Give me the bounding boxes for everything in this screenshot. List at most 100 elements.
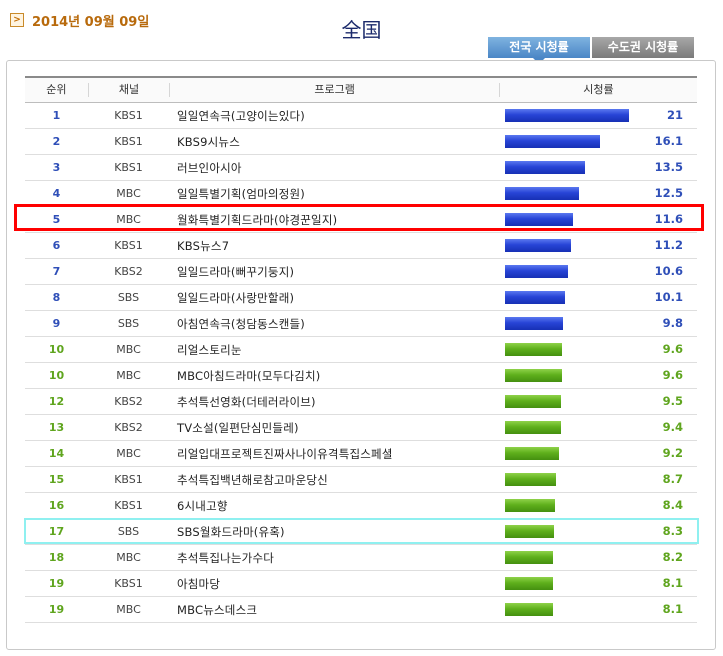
table-row[interactable]: 7 KBS2 일일드라마(뻐꾸기둥지) 10.6 (25, 259, 697, 285)
tab-national-rating[interactable]: 전국 시청률 (488, 37, 590, 58)
channel-cell: MBC (116, 603, 141, 616)
rating-bar (505, 161, 585, 174)
table-row[interactable]: 17 SBS SBS월화드라마(유혹) 8.3 (25, 519, 697, 545)
rank-cell: 3 (52, 161, 61, 174)
rating-cell: 8.7 (499, 467, 697, 492)
table-row[interactable]: 6 KBS1 KBS뉴스7 11.2 (25, 233, 697, 259)
rank-cell: 2 (52, 135, 61, 148)
table-row[interactable]: 3 KBS1 러브인아시아 13.5 (25, 155, 697, 181)
rank-cell: 7 (52, 265, 61, 278)
rating-cell: 21 (499, 103, 697, 128)
program-cell[interactable]: 추석특집나는가수다 (177, 550, 275, 565)
program-cell[interactable]: 일일연속극(고양이는있다) (177, 108, 305, 123)
rating-cell: 8.4 (499, 493, 697, 518)
table-row[interactable]: 19 MBC MBC뉴스데스크 8.1 (25, 597, 697, 623)
channel-cell: KBS2 (114, 421, 143, 434)
rating-cell: 12.5 (499, 181, 697, 206)
table-row[interactable]: 10 MBC MBC아침드라마(모두다김치) 9.6 (25, 363, 697, 389)
ratings-panel (6, 60, 716, 650)
rating-bar (505, 213, 573, 226)
program-cell[interactable]: 러브인아시아 (177, 160, 242, 175)
rating-bar (505, 447, 559, 460)
program-cell[interactable]: 아침마당 (177, 576, 221, 591)
rating-bar (505, 603, 553, 616)
table-row[interactable]: 13 KBS2 TV소설(일편단심민들레) 9.4 (25, 415, 697, 441)
rating-value: 9.5 (662, 394, 683, 408)
channel-cell: KBS1 (114, 473, 143, 486)
tab-capital-area-rating[interactable]: 수도권 시청률 (592, 37, 694, 58)
program-cell[interactable]: KBS뉴스7 (177, 238, 230, 253)
program-cell[interactable]: SBS월화드라마(유혹) (177, 524, 285, 539)
rating-cell: 9.6 (499, 363, 697, 388)
table-row[interactable]: 16 KBS1 6시내고향 8.4 (25, 493, 697, 519)
rating-bar (505, 187, 579, 200)
rating-cell: 11.6 (499, 207, 697, 232)
program-cell[interactable]: 추석특선영화(더테러라이브) (177, 394, 316, 409)
rating-bar (505, 265, 568, 278)
program-cell[interactable]: 리얼입대프로젝트진짜사나이유격특집스페셜 (177, 446, 393, 461)
rating-value: 9.4 (662, 420, 683, 434)
rating-bar (505, 135, 600, 148)
table-row[interactable]: 10 MBC 리얼스토리눈 9.6 (25, 337, 697, 363)
rating-value: 16.1 (654, 134, 683, 148)
table-row[interactable]: 15 KBS1 추석특집백년해로참고마운당신 8.7 (25, 467, 697, 493)
rating-cell: 11.2 (499, 233, 697, 258)
header-rating: 시청률 (498, 83, 697, 97)
channel-cell: MBC (116, 343, 141, 356)
rating-bar (505, 239, 571, 252)
program-cell[interactable]: 일일드라마(뻐꾸기둥지) (177, 264, 295, 279)
channel-cell: SBS (117, 291, 140, 304)
channel-cell: SBS (117, 525, 140, 538)
program-cell[interactable]: 리얼스토리눈 (177, 342, 242, 357)
table-row[interactable]: 12 KBS2 추석특선영화(더테러라이브) 9.5 (25, 389, 697, 415)
rating-bar (505, 317, 563, 330)
channel-cell: MBC (116, 447, 141, 460)
rating-bar (505, 421, 561, 434)
rating-cell: 10.1 (499, 285, 697, 310)
rank-cell: 18 (48, 551, 65, 564)
channel-cell: MBC (116, 187, 141, 200)
program-cell[interactable]: 추석특집백년해로참고마운당신 (177, 472, 328, 487)
rank-cell: 19 (48, 577, 65, 590)
table-row[interactable]: 9 SBS 아침연속극(청담동스캔들) 9.8 (25, 311, 697, 337)
table-row[interactable]: 2 KBS1 KBS9시뉴스 16.1 (25, 129, 697, 155)
rating-value: 11.6 (654, 212, 683, 226)
table-row[interactable]: 5 MBC 월화특별기획드라마(야경꾼일지) 11.6 (25, 207, 697, 233)
channel-cell: KBS1 (114, 109, 143, 122)
program-cell[interactable]: 6시내고향 (177, 498, 228, 513)
table-body: 1 KBS1 일일연속극(고양이는있다) 21 2 KBS1 KBS9시뉴스 16.1 3 KBS… (25, 103, 697, 623)
rating-value: 8.1 (662, 576, 683, 590)
table-row[interactable]: 1 KBS1 일일연속극(고양이는있다) 21 (25, 103, 697, 129)
channel-cell: KBS2 (114, 265, 143, 278)
rating-value: 9.6 (662, 368, 683, 382)
program-cell[interactable]: 일일특별기획(엄마의정원) (177, 186, 305, 201)
channel-cell: KBS1 (114, 239, 143, 252)
program-cell[interactable]: MBC아침드라마(모두다김치) (177, 368, 321, 383)
table-row[interactable]: 18 MBC 추석특집나는가수다 8.2 (25, 545, 697, 571)
program-cell[interactable]: KBS9시뉴스 (177, 134, 240, 149)
rating-value: 11.2 (654, 238, 683, 252)
program-cell[interactable]: 일일드라마(사랑만할래) (177, 290, 295, 305)
rank-cell: 17 (48, 525, 65, 538)
rank-cell: 1 (52, 109, 61, 122)
program-cell[interactable]: 월화특별기획드라마(야경꾼일지) (177, 212, 338, 227)
table-row[interactable]: 8 SBS 일일드라마(사랑만할래) 10.1 (25, 285, 697, 311)
rank-cell: 8 (52, 291, 61, 304)
program-cell[interactable]: TV소설(일편단심민들레) (177, 420, 299, 435)
rating-value: 8.4 (662, 498, 683, 512)
rating-bar (505, 577, 553, 590)
program-cell[interactable]: 아침연속극(청담동스캔들) (177, 316, 305, 331)
program-cell[interactable]: MBC뉴스데스크 (177, 602, 258, 617)
rating-bar (505, 395, 561, 408)
table-header: 순위 채널 프로그램 시청률 (25, 76, 697, 103)
table-row[interactable]: 19 KBS1 아침마당 8.1 (25, 571, 697, 597)
table-row[interactable]: 14 MBC 리얼입대프로젝트진짜사나이유격특집스페셜 9.2 (25, 441, 697, 467)
channel-cell: SBS (117, 317, 140, 330)
rating-cell: 8.1 (499, 597, 697, 622)
rating-value: 9.6 (662, 342, 683, 356)
chevron-right-icon: > (10, 13, 24, 27)
rating-value: 8.3 (662, 524, 683, 538)
rating-cell: 13.5 (499, 155, 697, 180)
rating-value: 8.1 (662, 602, 683, 616)
rank-cell: 9 (52, 317, 61, 330)
